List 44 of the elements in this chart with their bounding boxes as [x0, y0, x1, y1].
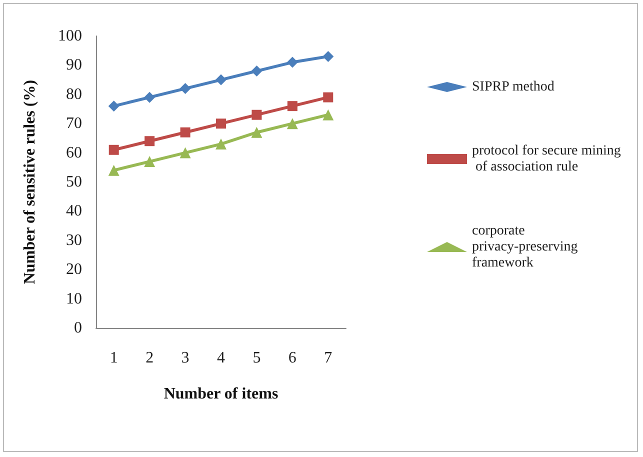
- x-tick-label: 5: [252, 350, 261, 366]
- y-axis-title: Number of sensitive rules (%): [22, 80, 38, 284]
- point: [322, 109, 334, 120]
- point: [144, 156, 156, 168]
- y-tick-label: 100: [58, 28, 82, 44]
- y-tick-label: 60: [66, 144, 82, 162]
- x-tick-label: 6: [288, 350, 296, 366]
- point: [322, 50, 334, 62]
- x-tick-label: 2: [146, 350, 154, 366]
- point: [251, 126, 262, 138]
- y-tick-label: 50: [66, 174, 82, 190]
- point: [286, 56, 298, 68]
- y-tick-label: 80: [66, 86, 82, 103]
- point: [216, 118, 226, 129]
- x-tick-label: 3: [181, 350, 190, 366]
- x-axis-title: Number of items: [164, 386, 278, 402]
- point: [108, 164, 120, 176]
- point: [144, 92, 156, 103]
- point: [180, 83, 191, 94]
- y-tick-label: 0: [74, 320, 82, 336]
- point: [252, 110, 262, 120]
- y-tick-label: 40: [66, 202, 82, 220]
- point: [216, 74, 226, 86]
- point: [108, 100, 120, 112]
- x-tick-label: 4: [217, 350, 225, 366]
- x-tick-label: 1: [110, 350, 118, 366]
- y-tick-label: 20: [66, 261, 82, 278]
- y-tick-label: 90: [66, 56, 82, 74]
- point: [216, 138, 226, 150]
- point: [180, 147, 191, 158]
- point: [108, 144, 119, 155]
- point: [180, 127, 190, 138]
- y-tick-label: 10: [66, 290, 82, 308]
- y-tick-label: 30: [66, 232, 82, 249]
- point: [323, 92, 334, 102]
- legend-label: SIPRP method: [472, 80, 554, 94]
- point: [144, 136, 155, 146]
- point: [287, 101, 298, 112]
- point: [251, 66, 262, 77]
- x-tick-label: 7: [324, 350, 332, 366]
- point: [286, 118, 298, 130]
- y-tick-label: 70: [66, 115, 82, 132]
- legend-label: corporate privacy-preserving framework: [472, 224, 582, 270]
- legend-label: protocol for secure mining of association rule: [472, 144, 621, 174]
